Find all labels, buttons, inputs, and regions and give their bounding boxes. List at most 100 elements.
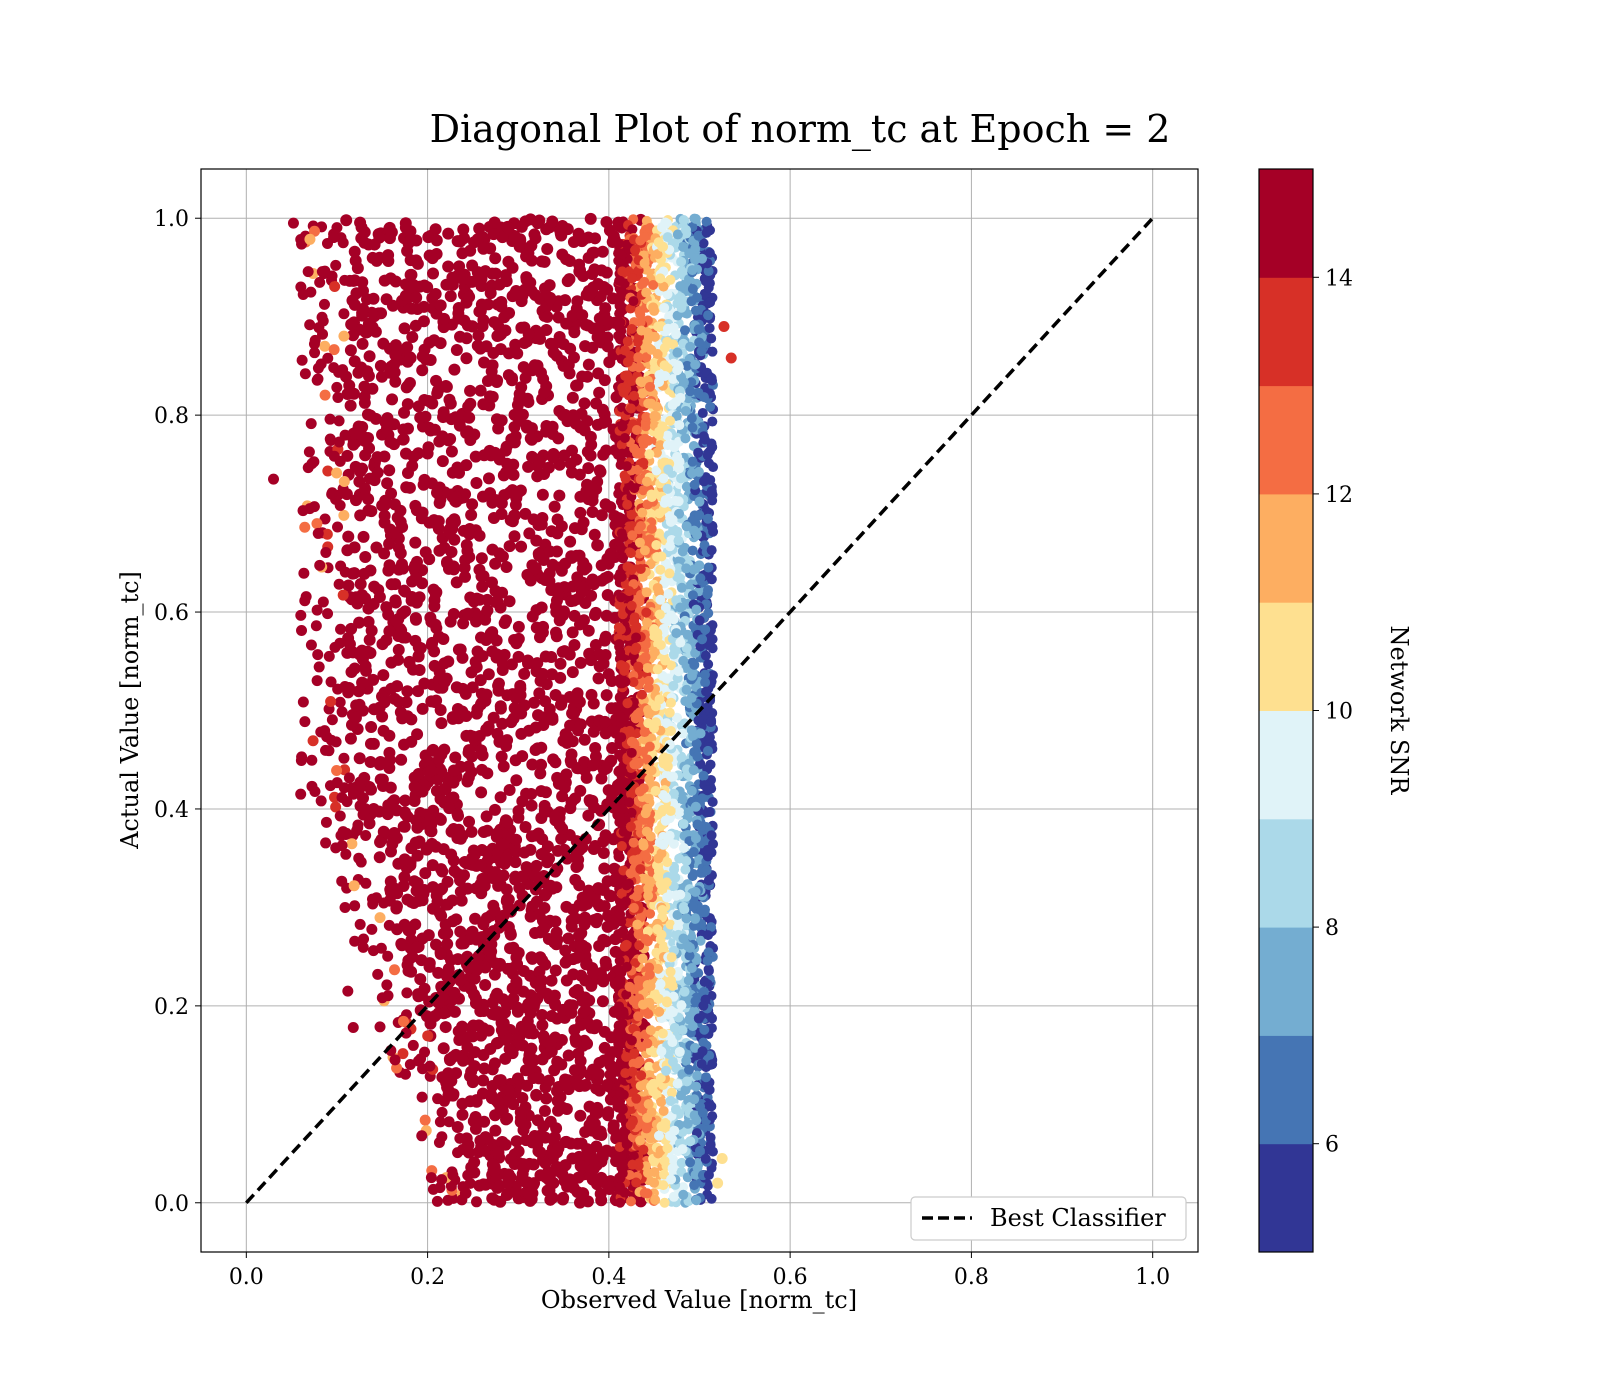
scatter-point — [512, 946, 525, 959]
scatter-point — [440, 380, 453, 393]
scatter-point — [358, 434, 371, 447]
scatter-point — [572, 724, 585, 737]
scatter-point — [701, 216, 712, 227]
scatter-point — [555, 698, 568, 711]
scatter-point — [371, 451, 384, 464]
scatter-point — [349, 711, 362, 724]
scatter-point — [576, 309, 589, 322]
scatter-point — [489, 595, 502, 608]
scatter-point — [551, 933, 564, 946]
scatter-point — [487, 512, 500, 525]
scatter-point — [518, 667, 531, 680]
scatter-point — [457, 1054, 470, 1067]
scatter-point — [471, 645, 484, 658]
scatter-point — [454, 885, 467, 898]
scatter-point — [578, 733, 591, 746]
scatter-point — [480, 688, 493, 701]
scatter-point — [416, 364, 429, 377]
scatter-point — [668, 374, 679, 385]
scatter-point — [472, 1146, 485, 1159]
scatter-point — [535, 785, 548, 798]
scatter-point — [537, 1120, 550, 1133]
scatter-point — [637, 388, 648, 399]
scatter-point — [519, 1064, 532, 1077]
scatter-point — [574, 938, 587, 951]
scatter-point — [383, 222, 396, 235]
scatter-point — [587, 966, 600, 979]
scatter-point — [665, 697, 676, 708]
scatter-point — [401, 244, 414, 257]
scatter-point — [424, 824, 437, 837]
scatter-point — [494, 1074, 507, 1087]
scatter-point — [358, 226, 371, 239]
scatter-point — [351, 262, 364, 275]
scatter-point — [575, 585, 588, 598]
scatter-point — [556, 645, 569, 658]
scatter-point — [461, 775, 474, 788]
scatter-point — [407, 278, 420, 291]
scatter-point — [635, 309, 646, 320]
scatter-point — [545, 1147, 558, 1160]
scatter-point — [503, 784, 516, 797]
scatter-point — [561, 954, 574, 967]
scatter-point — [477, 490, 490, 503]
scatter-point — [461, 425, 474, 438]
scatter-point — [374, 836, 387, 849]
scatter-point — [538, 804, 551, 817]
scatter-point — [446, 1089, 459, 1102]
scatter-point — [391, 887, 404, 900]
scatter-point — [549, 865, 562, 878]
scatter-point — [382, 564, 395, 577]
scatter-point — [458, 561, 471, 574]
scatter-point — [568, 986, 581, 999]
scatter-point — [628, 677, 639, 688]
scatter-point — [582, 358, 595, 371]
scatter-point — [377, 669, 390, 682]
scatter-point — [467, 1019, 480, 1032]
scatter-point — [596, 403, 609, 416]
scatter-point — [668, 798, 679, 809]
scatter-point — [674, 508, 685, 519]
scatter-point — [492, 679, 505, 692]
scatter-point — [451, 235, 464, 248]
scatter-point — [460, 539, 473, 552]
scatter-point — [615, 974, 626, 985]
scatter-point — [380, 293, 393, 306]
scatter-point — [521, 568, 534, 581]
scatter-point — [677, 728, 688, 739]
scatter-point — [551, 527, 564, 540]
scatter-point — [579, 596, 592, 609]
scatter-point — [626, 403, 637, 414]
scatter-point — [520, 273, 533, 286]
scatter-point — [547, 346, 560, 359]
scatter-point — [475, 279, 488, 292]
scatter-point — [586, 794, 599, 807]
scatter-point — [586, 1124, 599, 1137]
scatter-point — [490, 376, 503, 389]
scatter-point — [397, 820, 410, 833]
scatter-point — [423, 553, 436, 566]
scatter-point — [509, 754, 522, 767]
scatter-point — [523, 1045, 536, 1058]
scatter-point — [561, 1180, 574, 1193]
scatter-point — [676, 1157, 687, 1168]
scatter-point — [476, 580, 489, 593]
scatter-point — [600, 415, 613, 428]
scatter-point — [568, 522, 581, 535]
scatter-point — [383, 746, 396, 759]
scatter-point — [669, 864, 680, 875]
scatter-point — [488, 904, 501, 917]
scatter-point — [494, 700, 507, 713]
scatter-point — [498, 311, 511, 324]
scatter-point — [504, 928, 517, 941]
scatter-point — [558, 1076, 571, 1089]
scatter-point — [426, 744, 439, 757]
scatter-point — [558, 449, 571, 462]
scatter-point — [388, 826, 401, 839]
scatter-point — [582, 809, 595, 822]
scatter-point — [695, 758, 706, 769]
scatter-point — [499, 1138, 512, 1151]
scatter-point — [464, 1070, 477, 1083]
scatter-point — [501, 816, 514, 829]
scatter-point — [632, 854, 643, 865]
